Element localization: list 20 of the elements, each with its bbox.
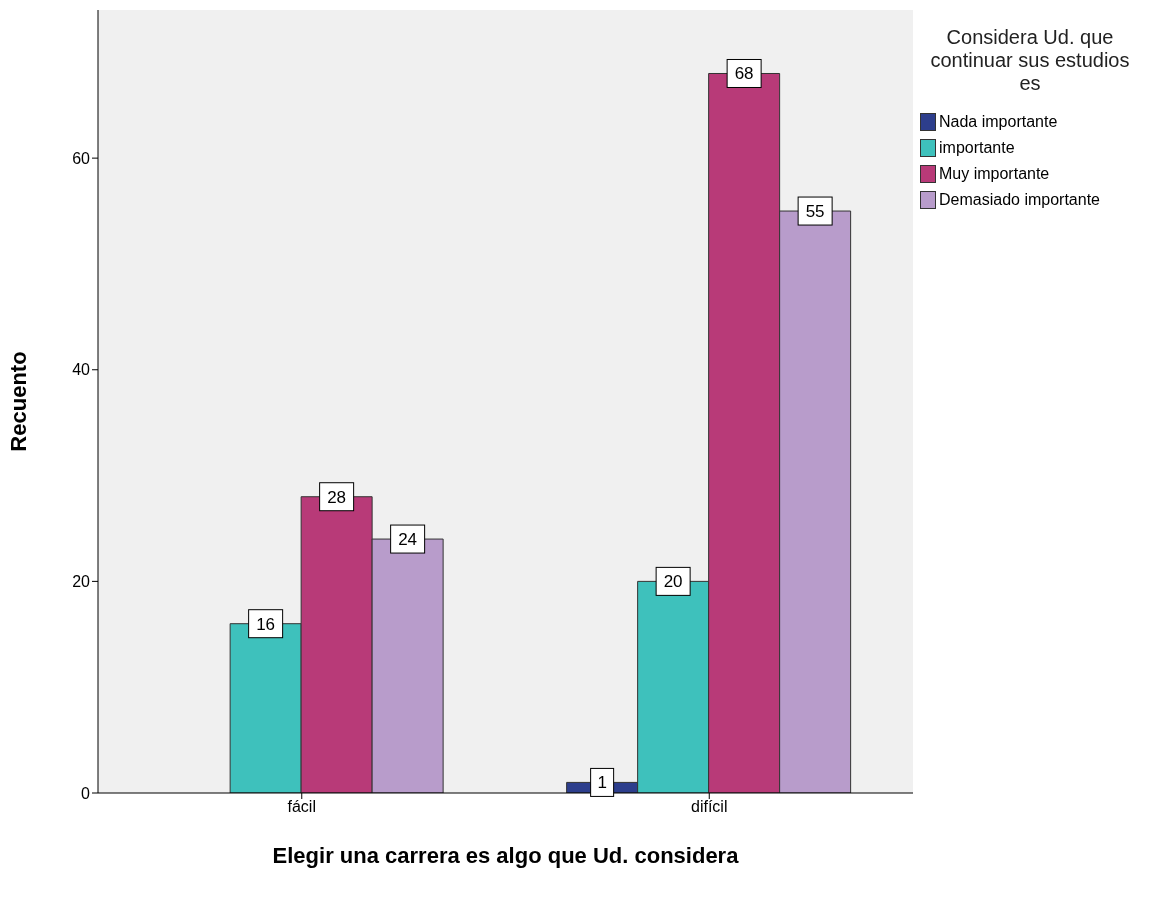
y-tick-label: 40 — [72, 361, 91, 379]
x-axis-title: Elegir una carrera es algo que Ud. considera — [272, 843, 740, 868]
legend-label: Nada importante — [939, 113, 1058, 131]
data-label: 24 — [398, 530, 418, 550]
y-tick-label: 60 — [72, 149, 91, 167]
legend-title: Considera Ud. que continuar sus estudios es — [929, 26, 1131, 95]
data-label: 20 — [663, 572, 683, 592]
y-axis-title: Recuento — [5, 351, 31, 452]
legend-label: Demasiado importante — [939, 191, 1100, 209]
x-tick-label: difícil — [691, 798, 728, 816]
data-label: 1 — [597, 773, 607, 793]
data-label: 55 — [805, 202, 825, 222]
data-label: 28 — [327, 487, 347, 507]
legend-label: importante — [939, 139, 1015, 157]
x-tick-label: fácil — [287, 798, 316, 816]
y-tick-label: 0 — [81, 784, 91, 802]
y-tick-label: 20 — [72, 573, 91, 591]
data-label: 68 — [734, 64, 754, 84]
legend-label: Muy importante — [939, 165, 1050, 183]
data-label: 16 — [256, 614, 276, 634]
